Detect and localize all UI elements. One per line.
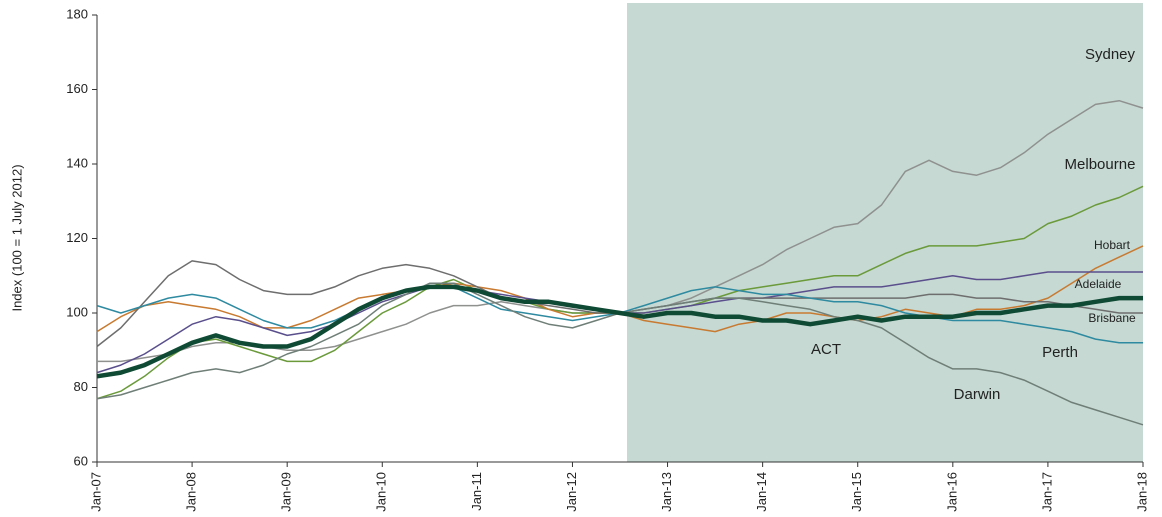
- x-tick-label: Jan-16: [944, 472, 959, 512]
- series-label: Perth: [1042, 344, 1078, 361]
- y-tick-label: 80: [74, 379, 88, 394]
- y-tick-label: 160: [66, 81, 88, 96]
- series-label: Adelaide: [1075, 277, 1122, 291]
- y-tick-label: 140: [66, 155, 88, 170]
- series-label: Hobart: [1094, 238, 1131, 252]
- x-tick-label: Jan-09: [279, 472, 294, 512]
- series-label: Sydney: [1085, 46, 1136, 63]
- x-tick-label: Jan-17: [1039, 472, 1054, 512]
- x-tick-label: Jan-12: [564, 472, 579, 512]
- series-label: Brisbane: [1088, 311, 1136, 325]
- x-tick-label: Jan-11: [469, 472, 484, 511]
- y-tick-label: 120: [66, 230, 88, 245]
- x-tick-label: Jan-13: [659, 472, 674, 512]
- x-tick-label: Jan-07: [88, 472, 103, 512]
- x-tick-label: Jan-14: [754, 472, 769, 512]
- y-tick-label: 100: [66, 304, 88, 319]
- x-tick-label: Jan-15: [849, 472, 864, 512]
- x-tick-label: Jan-18: [1134, 472, 1149, 512]
- x-tick-label: Jan-08: [184, 472, 199, 512]
- series-line: [96, 284, 1143, 379]
- x-tick-label: Jan-10: [374, 472, 389, 512]
- shaded-region: [627, 3, 1143, 462]
- y-tick-label: 60: [74, 453, 88, 468]
- y-axis-label: Index (100 = 1 July 2012): [9, 164, 24, 311]
- series-label: Melbourne: [1065, 156, 1136, 173]
- y-tick-label: 180: [66, 6, 88, 21]
- series-label: ACT: [811, 341, 841, 358]
- series-label: Darwin: [954, 386, 1001, 403]
